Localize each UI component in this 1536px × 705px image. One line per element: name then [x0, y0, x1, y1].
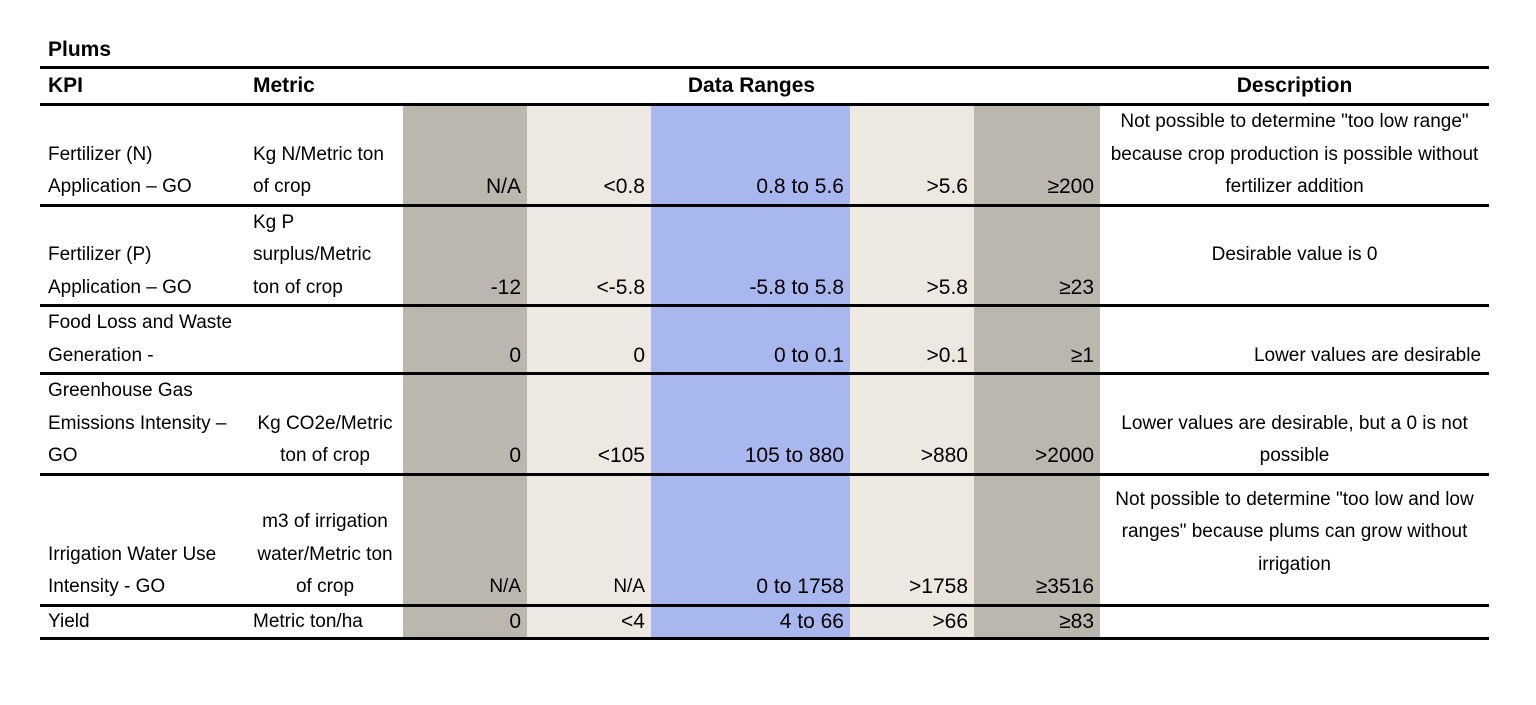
- range-cell-3: 4 to 66: [651, 605, 850, 640]
- range-cell-4: >5.6: [850, 104, 974, 207]
- metric-cell: [245, 305, 403, 375]
- header-row: KPI Metric Data Ranges Description: [40, 66, 1490, 106]
- range-cell-1: N/A: [403, 104, 527, 207]
- kpi-cell: Greenhouse Gas Emissions Intensity – GO: [40, 373, 245, 476]
- description-cell: [1100, 605, 1490, 640]
- range-cell-1: 0: [403, 605, 527, 640]
- table-row: Yield Metric ton/ha 0 <4 4 to 66 >66 ≥83: [40, 605, 1490, 640]
- header-data-ranges: Data Ranges: [403, 66, 1101, 106]
- range-cell-4: >1758: [850, 474, 974, 607]
- table-row: Fertilizer (P) Application – GO Kg P sur…: [40, 205, 1490, 307]
- range-cell-4: >66: [850, 605, 974, 640]
- table-row: Fertilizer (N) Application – GO Kg N/Met…: [40, 104, 1490, 207]
- table-row: Food Loss and Waste Generation - 0 0 0 t…: [40, 305, 1490, 375]
- description-cell: Lower values are desirable, but a 0 is n…: [1100, 373, 1490, 476]
- kpi-cell: Fertilizer (P) Application – GO: [40, 205, 245, 307]
- range-cell-5: ≥200: [974, 104, 1101, 207]
- kpi-cell: Food Loss and Waste Generation -: [40, 305, 245, 375]
- header-kpi: KPI: [40, 66, 245, 106]
- kpi-cell: Irrigation Water Use Intensity - GO: [40, 474, 245, 607]
- table-row: Irrigation Water Use Intensity - GO m3 o…: [40, 474, 1490, 607]
- range-cell-2: N/A: [527, 474, 651, 607]
- range-cell-5: >2000: [974, 373, 1101, 476]
- description-cell: Not possible to determine "too low and l…: [1100, 474, 1490, 607]
- description-cell: Not possible to determine "too low range…: [1100, 104, 1490, 207]
- range-cell-2: <105: [527, 373, 651, 476]
- kpi-table: KPI Metric Data Ranges Description Ferti…: [40, 66, 1490, 640]
- kpi-cell: Yield: [40, 605, 245, 640]
- range-cell-3: 0 to 0.1: [651, 305, 850, 375]
- range-cell-5: ≥83: [974, 605, 1101, 640]
- header-metric: Metric: [245, 66, 403, 106]
- range-cell-1: 0: [403, 305, 527, 375]
- range-cell-2: <0.8: [527, 104, 651, 207]
- header-description: Description: [1100, 66, 1490, 106]
- metric-cell: Kg CO2e/Metric ton of crop: [245, 373, 403, 476]
- range-cell-4: >0.1: [850, 305, 974, 375]
- range-cell-4: >880: [850, 373, 974, 476]
- description-cell: Lower values are desirable: [1100, 305, 1490, 375]
- range-cell-2: <4: [527, 605, 651, 640]
- range-cell-5: ≥1: [974, 305, 1101, 375]
- metric-cell: m3 of irrigation water/Metric ton of cro…: [245, 474, 403, 607]
- description-cell: Desirable value is 0: [1100, 205, 1490, 307]
- range-cell-5: ≥3516: [974, 474, 1101, 607]
- kpi-sheet: Plums KPI Metric Data Ranges Description…: [40, 34, 1490, 640]
- metric-cell: Kg N/Metric ton of crop: [245, 104, 403, 207]
- range-cell-5: ≥23: [974, 205, 1101, 307]
- range-cell-3: 0.8 to 5.6: [651, 104, 850, 207]
- range-cell-1: -12: [403, 205, 527, 307]
- table-row: Greenhouse Gas Emissions Intensity – GO …: [40, 373, 1490, 476]
- range-cell-1: 0: [403, 373, 527, 476]
- metric-cell: Kg P surplus/Metric ton of crop: [245, 205, 403, 307]
- metric-cell: Metric ton/ha: [245, 605, 403, 640]
- range-cell-4: >5.8: [850, 205, 974, 307]
- range-cell-2: <-5.8: [527, 205, 651, 307]
- range-cell-3: -5.8 to 5.8: [651, 205, 850, 307]
- sheet-title: Plums: [48, 38, 112, 61]
- kpi-cell: Fertilizer (N) Application – GO: [40, 104, 245, 207]
- range-cell-2: 0: [527, 305, 651, 375]
- range-cell-3: 105 to 880: [651, 373, 850, 476]
- range-cell-1: N/A: [403, 474, 527, 607]
- range-cell-3: 0 to 1758: [651, 474, 850, 607]
